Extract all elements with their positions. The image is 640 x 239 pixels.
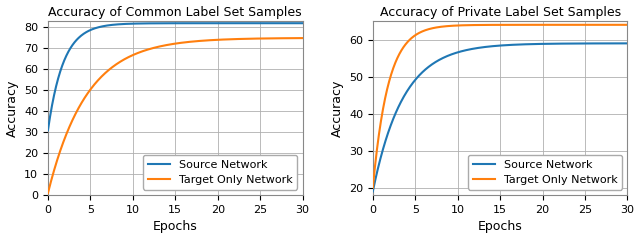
Source Network — [623, 42, 631, 45]
Target Only Network — [492, 23, 499, 26]
Y-axis label: Accuracy: Accuracy — [6, 79, 19, 137]
Source Network — [520, 43, 528, 46]
Line: Target Only Network: Target Only Network — [48, 38, 303, 193]
X-axis label: Epochs: Epochs — [153, 220, 198, 234]
Source Network — [166, 22, 174, 25]
Target Only Network — [520, 23, 528, 26]
Target Only Network — [253, 37, 260, 40]
Target Only Network — [44, 192, 52, 195]
Legend: Source Network, Target Only Network: Source Network, Target Only Network — [468, 155, 622, 190]
Source Network — [490, 45, 497, 48]
Source Network — [369, 190, 377, 193]
Target Only Network — [165, 43, 173, 46]
Legend: Source Network, Target Only Network: Source Network, Target Only Network — [143, 155, 297, 190]
Title: Accuracy of Private Label Set Samples: Accuracy of Private Label Set Samples — [380, 5, 621, 19]
Source Network — [292, 22, 300, 25]
Source Network — [507, 43, 515, 46]
Source Network — [492, 44, 499, 47]
Source Network — [253, 22, 260, 25]
Target Only Network — [618, 23, 625, 26]
Y-axis label: Accuracy: Accuracy — [330, 79, 344, 137]
Source Network — [165, 22, 173, 25]
Target Only Network — [507, 23, 515, 26]
Title: Accuracy of Common Label Set Samples: Accuracy of Common Label Set Samples — [49, 5, 302, 19]
Line: Source Network: Source Network — [373, 43, 627, 191]
Source Network — [196, 22, 204, 25]
Target Only Network — [182, 41, 189, 44]
Source Network — [44, 129, 52, 132]
Target Only Network — [166, 43, 174, 46]
Target Only Network — [196, 39, 204, 42]
Target Only Network — [369, 186, 377, 189]
X-axis label: Epochs: Epochs — [477, 220, 522, 234]
Source Network — [299, 22, 307, 25]
Line: Source Network: Source Network — [48, 23, 303, 130]
Target Only Network — [623, 23, 631, 26]
Source Network — [182, 22, 189, 25]
Line: Target Only Network: Target Only Network — [373, 25, 627, 188]
Target Only Network — [490, 23, 497, 26]
Source Network — [578, 42, 586, 45]
Target Only Network — [299, 37, 307, 39]
Source Network — [618, 42, 625, 45]
Target Only Network — [578, 23, 586, 26]
Target Only Network — [292, 37, 300, 40]
